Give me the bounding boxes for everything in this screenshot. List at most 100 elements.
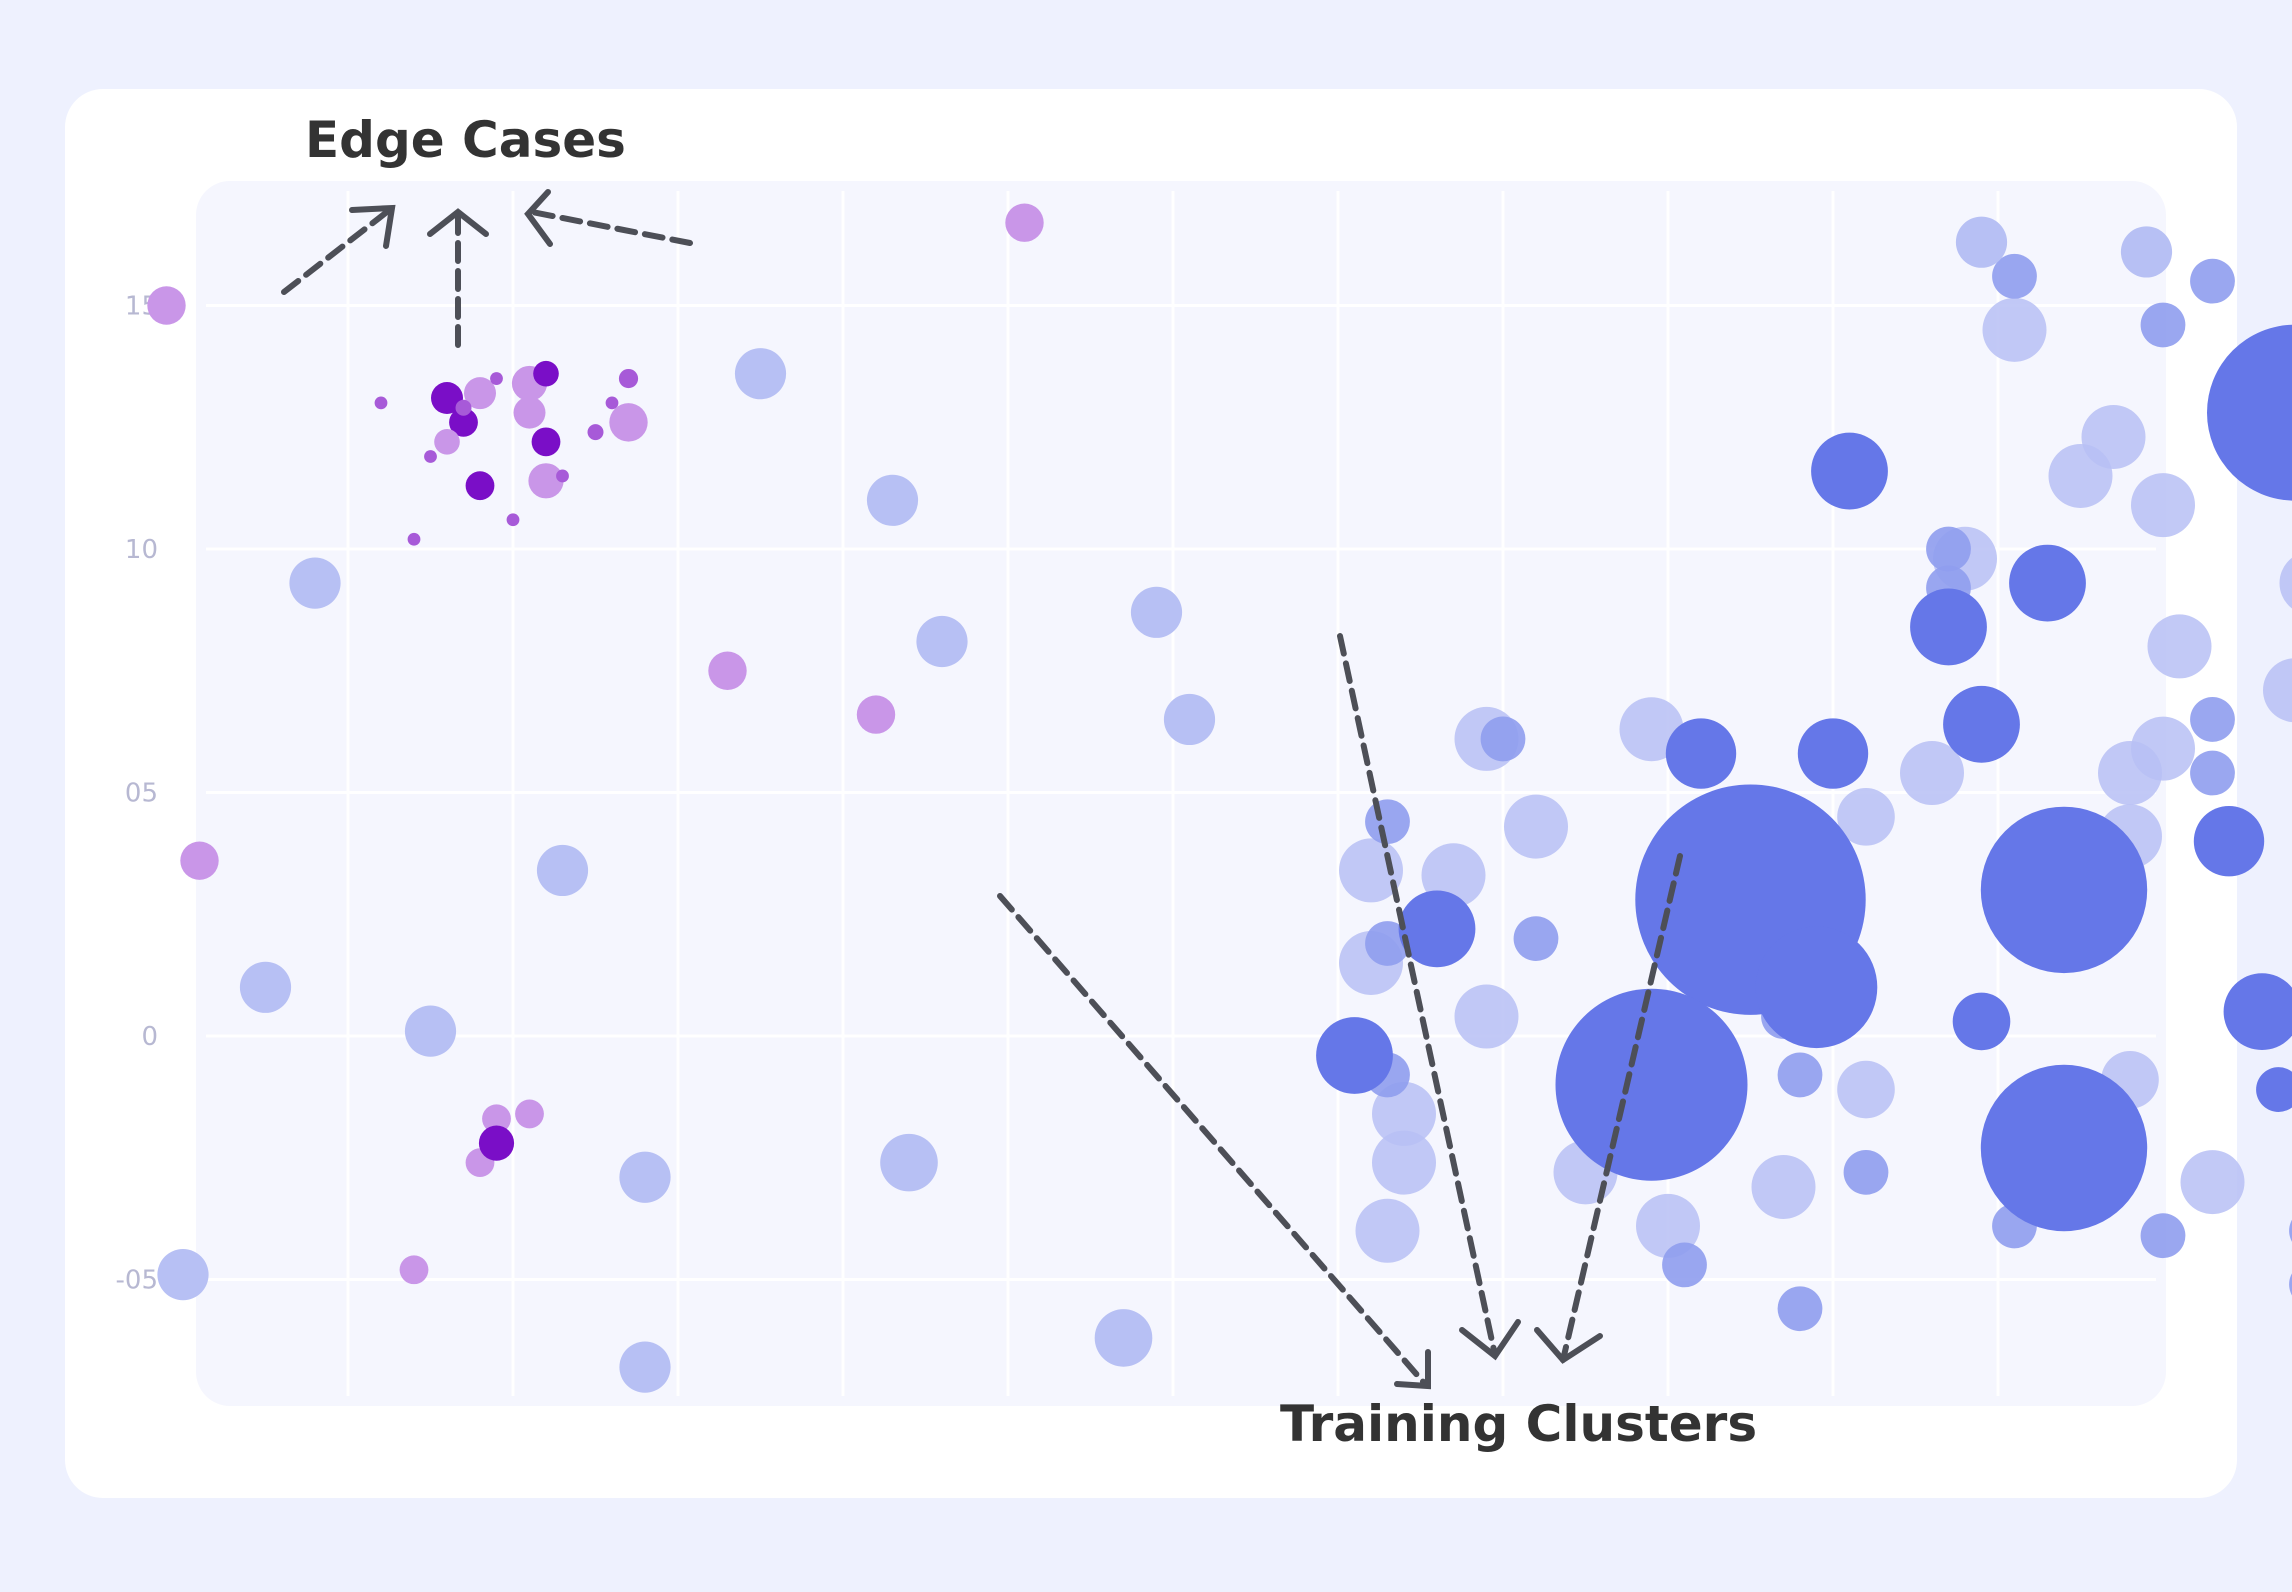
data-point — [880, 1133, 938, 1192]
arrowhead-icon — [1534, 1327, 1603, 1364]
data-point — [556, 469, 569, 483]
data-point — [2120, 226, 2173, 278]
data-point — [609, 403, 648, 442]
data-point — [1504, 794, 1568, 859]
data-point — [587, 424, 604, 441]
data-point — [490, 372, 503, 385]
data-point — [2009, 544, 2086, 622]
data-point — [2098, 741, 2162, 806]
data-point — [1910, 588, 1987, 666]
data-point — [708, 651, 747, 690]
data-point — [2190, 750, 2235, 796]
data-point — [506, 513, 520, 527]
data-point — [1755, 926, 1878, 1049]
annotation-arrow — [529, 209, 693, 246]
data-point — [1837, 788, 1895, 846]
data-point — [619, 1151, 671, 1203]
data-point — [2131, 473, 2195, 538]
data-point — [1372, 1081, 1436, 1146]
annotation-arrows — [281, 189, 1683, 1390]
data-point — [618, 368, 639, 389]
y-tick-label: 05 — [125, 779, 158, 809]
data-point — [1130, 586, 1183, 638]
data-point — [431, 382, 463, 415]
data-point — [1837, 1060, 1895, 1119]
edge-cases-label: Edge Cases — [305, 111, 626, 169]
data-point — [1480, 716, 1526, 762]
data-point — [1926, 526, 1971, 572]
data-point — [1665, 718, 1737, 789]
data-point — [533, 360, 559, 387]
data-point — [1943, 685, 2020, 763]
data-point — [2140, 1213, 2186, 1259]
data-point — [1777, 1052, 1823, 1098]
data-point — [1513, 916, 1559, 961]
data-point — [180, 841, 219, 880]
data-point — [1005, 203, 1044, 242]
data-point — [866, 474, 919, 526]
arrowhead-icon — [524, 189, 553, 247]
data-point — [531, 427, 561, 457]
y-tick-label: 0 — [141, 1022, 158, 1052]
data-point — [1980, 1064, 2148, 1232]
data-point — [2193, 806, 2265, 877]
data-points — [147, 203, 2292, 1393]
data-point — [407, 532, 421, 546]
annotation-arrow — [1560, 853, 1683, 1363]
data-point — [1454, 984, 1519, 1049]
data-point — [434, 429, 460, 455]
data-point — [464, 377, 496, 410]
data-point — [1843, 1149, 1889, 1195]
data-point — [2207, 324, 2292, 501]
data-point — [536, 844, 589, 897]
data-point — [1398, 890, 1476, 968]
data-point — [157, 1249, 209, 1301]
data-point — [478, 1125, 515, 1161]
data-point — [1955, 216, 2008, 268]
data-point — [1797, 718, 1869, 789]
data-point — [1952, 992, 2011, 1051]
data-point — [1777, 1286, 1823, 1332]
training-clusters-label: Training Clusters — [1280, 1395, 1757, 1453]
data-point — [2223, 973, 2292, 1051]
data-point — [2256, 1067, 2292, 1112]
data-point — [374, 396, 388, 410]
data-point — [856, 695, 896, 734]
arrowhead-icon — [1459, 1319, 1521, 1361]
data-point — [605, 396, 619, 410]
data-point — [1094, 1309, 1153, 1367]
data-point — [1365, 921, 1410, 966]
data-point — [2190, 258, 2235, 304]
data-point — [1636, 1193, 1700, 1258]
data-point — [1662, 1242, 1707, 1288]
arrowhead-icon — [1394, 1349, 1431, 1390]
data-point — [2140, 302, 2186, 348]
data-point — [399, 1255, 429, 1285]
y-tick-label: 10 — [125, 535, 158, 565]
data-point — [1555, 988, 1748, 1181]
data-point — [455, 399, 472, 416]
data-point — [1365, 799, 1410, 845]
annotation-arrow — [1337, 633, 1498, 1358]
arrowhead-icon — [349, 204, 396, 249]
data-point — [916, 615, 968, 668]
data-point — [449, 407, 478, 437]
data-point — [1163, 693, 1216, 746]
data-point — [2263, 658, 2292, 723]
data-point — [482, 1104, 511, 1134]
data-point — [1751, 1154, 1816, 1219]
data-point — [1992, 253, 2037, 299]
data-point — [289, 557, 341, 609]
data-point — [2147, 614, 2212, 679]
annotation-arrow — [281, 205, 395, 295]
annotation-arrow — [997, 893, 1428, 1387]
data-point — [528, 463, 564, 499]
data-point — [424, 450, 437, 463]
data-point — [1982, 297, 2047, 362]
data-point — [2289, 1219, 2292, 1242]
data-point — [2279, 557, 2292, 609]
data-point — [734, 348, 787, 400]
data-point — [2190, 697, 2235, 742]
